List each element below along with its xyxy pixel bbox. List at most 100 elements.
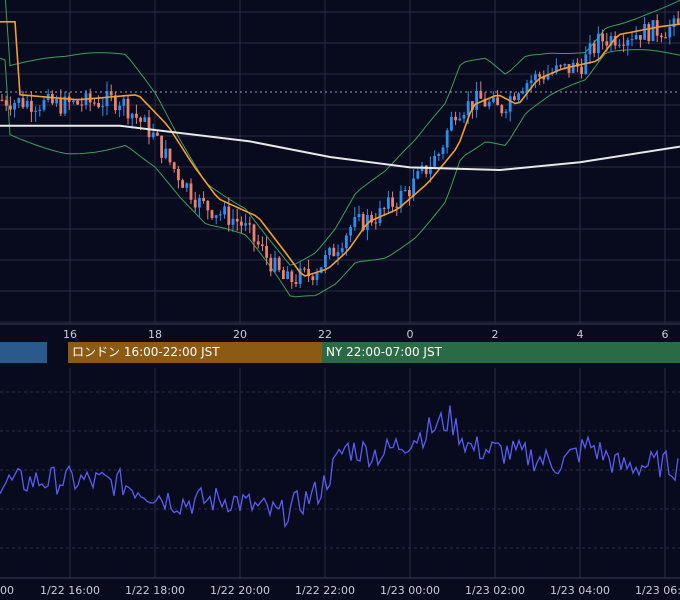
candle-body: [416, 171, 420, 179]
x-tick-main: 0: [407, 328, 414, 341]
candle-body: [399, 190, 403, 208]
candle-body: [429, 166, 432, 174]
candle-body: [546, 73, 550, 80]
candle-body: [72, 100, 75, 103]
candle-body: [143, 117, 147, 122]
candle-body: [59, 99, 63, 114]
candle-body: [0, 99, 4, 101]
candle-body: [248, 223, 252, 225]
candle-body: [21, 98, 25, 108]
candle-body: [563, 64, 567, 66]
candle-body: [135, 113, 138, 118]
candle-body: [660, 35, 663, 38]
candle-body: [487, 101, 491, 107]
candle-body: [172, 162, 176, 169]
candle-body: [177, 168, 180, 181]
bollinger-bands: [0, 0, 680, 298]
candle-body: [479, 90, 483, 99]
candle-body: [492, 97, 495, 102]
candle-body: [345, 235, 348, 249]
candle-body: [185, 183, 189, 188]
candle-body: [97, 103, 100, 108]
candle-body: [206, 200, 210, 211]
candle-body: [269, 257, 273, 272]
candle-body: [164, 148, 168, 158]
candle-body: [265, 245, 268, 258]
candle-body: [403, 190, 407, 192]
candle-body: [63, 96, 67, 114]
candle-body: [51, 93, 54, 104]
x-tick-sub: 1/22 16:00: [40, 584, 100, 597]
candle-body: [542, 76, 546, 80]
candle-body: [630, 39, 634, 41]
candle-body: [382, 208, 386, 210]
x-tick-sub-partial: 00: [0, 584, 14, 597]
candle-body: [227, 206, 231, 225]
candle-body: [634, 35, 638, 40]
candle-body: [303, 268, 306, 270]
candle-body: [458, 118, 462, 121]
candle-body: [454, 116, 457, 121]
candle-body: [647, 23, 651, 42]
candle-body: [601, 33, 604, 42]
candle-body: [424, 165, 428, 174]
candle-body: [118, 105, 121, 111]
candle-body: [559, 65, 562, 67]
candle-body: [664, 37, 667, 39]
candle-body: [433, 155, 436, 167]
x-tick-main: 2: [492, 328, 499, 341]
candle-body: [286, 271, 289, 280]
candle-body: [437, 154, 441, 156]
grid: [0, 0, 680, 579]
candle-body: [311, 276, 315, 281]
candle-body: [672, 18, 676, 27]
candle-body: [193, 199, 197, 208]
candle-body: [76, 100, 79, 105]
candle-body: [332, 247, 336, 257]
candle-body: [198, 198, 201, 208]
bollinger-lower: [0, 49, 680, 298]
candle-body: [571, 62, 575, 73]
candle-body: [580, 66, 583, 74]
candle-body: [328, 247, 331, 255]
x-tick-main: 22: [318, 328, 332, 341]
x-tick-sub: 1/23 00:00: [380, 584, 440, 597]
candle-body: [126, 98, 130, 119]
session-ny: NY 22:00-07:00 JST: [322, 342, 680, 363]
x-tick-main: 16: [63, 328, 77, 341]
candle-body: [361, 214, 365, 231]
candle-body: [395, 206, 399, 208]
candle-body: [189, 183, 193, 200]
candle-body: [105, 91, 109, 107]
candle-body: [592, 43, 596, 54]
x-tick-main: 4: [577, 328, 584, 341]
candles: [0, 11, 680, 289]
moving-averages: [0, 21, 680, 277]
candle-body: [508, 96, 512, 112]
candle-body: [412, 178, 415, 197]
candle-body: [160, 135, 163, 158]
candle-body: [151, 132, 155, 138]
candle-body: [513, 96, 516, 101]
candle-body: [639, 35, 642, 40]
candle-body: [244, 223, 247, 226]
candle-body: [324, 254, 327, 268]
candle-body: [496, 97, 499, 106]
candle-body: [273, 257, 277, 272]
candle-body: [17, 98, 21, 103]
candle-body: [529, 80, 533, 84]
candle-body: [534, 74, 537, 81]
candle-body: [109, 91, 113, 96]
candle-body: [462, 115, 466, 119]
candle-body: [609, 35, 613, 46]
candle-body: [252, 224, 256, 242]
candle-body: [668, 26, 672, 38]
x-tick-sub: 1/23 02:00: [465, 584, 525, 597]
candle-body: [168, 148, 172, 163]
ma-short-line: [0, 21, 680, 277]
candle-body: [277, 257, 281, 271]
candle-body: [4, 100, 8, 106]
candle-body: [114, 95, 117, 111]
x-tick-main: 6: [662, 328, 669, 341]
